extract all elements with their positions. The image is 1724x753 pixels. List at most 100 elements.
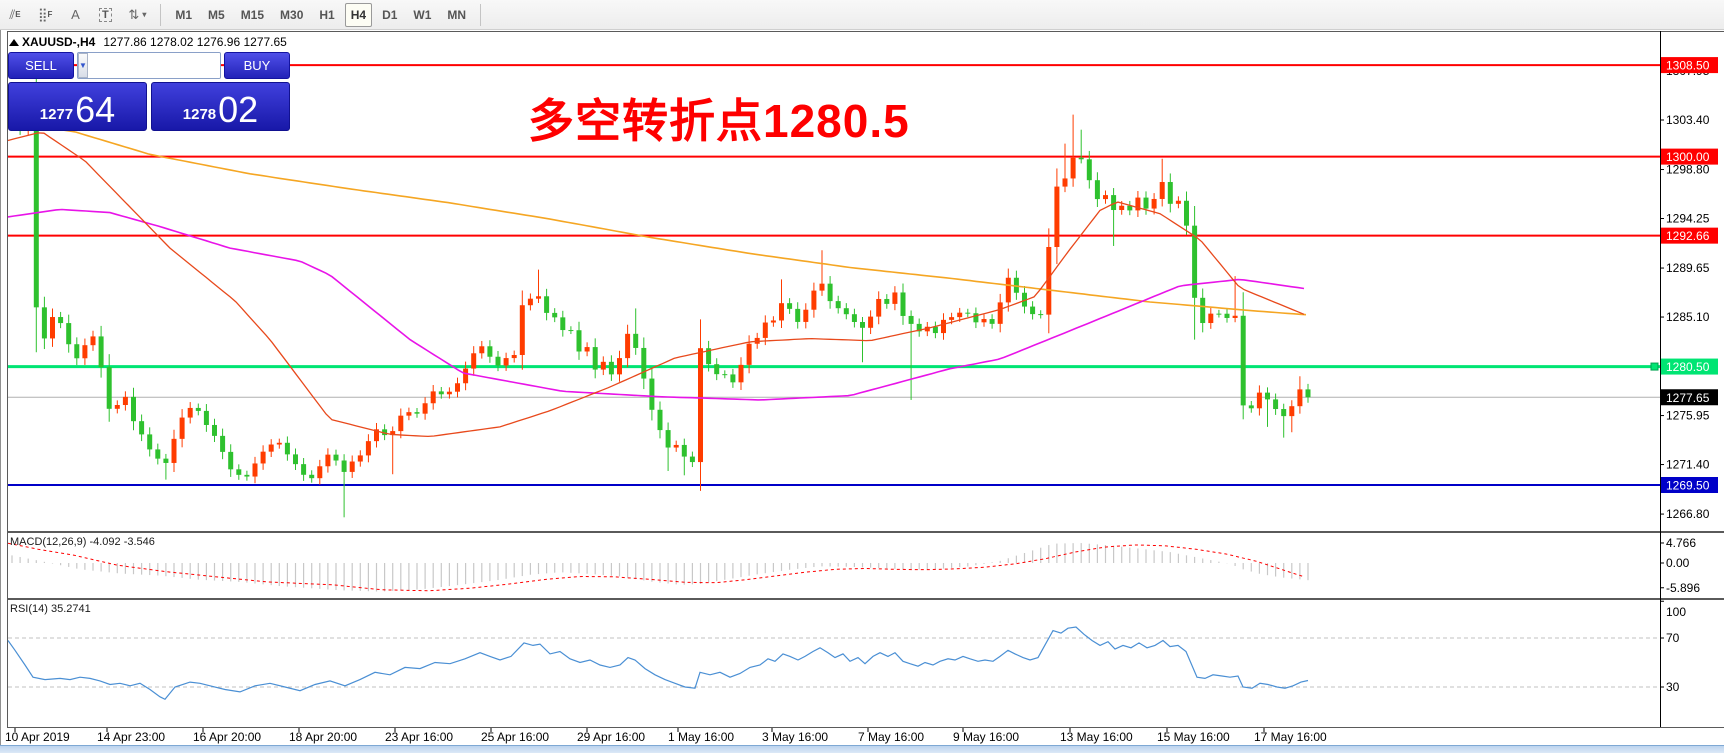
price-tick-label: 1271.40 [1666,458,1710,472]
candle-body [843,308,849,315]
time-axis-label: 1 May 16:00 [668,730,734,744]
candle-body [989,319,995,324]
candle-body [941,319,946,334]
candle-body [1184,200,1189,226]
candle-body [1273,399,1279,410]
candle-body [957,312,963,318]
candle-body [66,323,72,345]
candle-body [714,364,720,375]
candle-body [365,441,371,456]
candle-body [1305,389,1311,398]
candle-body [1216,313,1222,315]
equidistant-channel-tool-button[interactable]: ⫽ E [2,3,28,27]
sell-price-small: 1277 [39,106,74,123]
candle-body [770,320,776,323]
current-price-badge: 1277.65 [1666,391,1710,405]
candle-body [1022,292,1027,307]
timeframe-button-h1[interactable]: H1 [319,7,335,22]
hline-handle[interactable] [1650,362,1659,371]
candle-body [576,330,582,352]
candle-body [171,438,177,463]
candle-body [1127,205,1133,211]
volume-input[interactable] [87,53,220,78]
candle-body [730,374,736,383]
candle-body [74,344,80,359]
buy-button[interactable]: BUY [224,52,290,79]
buy-price-big: 02 [218,88,259,130]
candle-body [349,461,355,472]
candle-body [195,407,201,411]
fibonacci-tool-button[interactable]: ⣿ F [32,3,58,27]
timeframe-button-w1[interactable]: W1 [413,7,432,22]
candle-body [325,454,331,467]
chart-background [0,30,1724,745]
time-axis-label: 25 Apr 16:00 [481,730,549,744]
candle-body [374,429,379,442]
symbol-title: XAUUSD-,H4 [22,35,96,49]
timeframe-button-h4[interactable]: H4 [344,2,373,27]
candle-body [617,358,622,375]
candle-body [33,120,39,308]
candle-body [1289,406,1295,417]
candle-body [965,312,971,314]
candle-body [892,292,898,304]
candle-body [600,361,606,370]
sell-button[interactable]: SELL [8,52,74,79]
candle-body [706,348,712,365]
level-badge-bg [1661,227,1718,244]
candle-body [301,464,307,475]
candle-body [1248,405,1254,409]
timeframe-button-mn[interactable]: MN [447,7,467,22]
candle-body [1135,197,1141,211]
candle-body [1175,200,1181,204]
candle-body [633,333,639,348]
macd-tick-label: -5.896 [1666,581,1700,595]
candle-body [997,302,1003,324]
text-box-tool-button[interactable]: T [92,3,118,27]
sell-price-display[interactable]: 1277 64 [8,82,147,131]
text-label-icon: A [71,7,80,22]
candle-body [1297,389,1303,407]
level-badge-bg [1661,477,1718,494]
candle-body [608,361,614,375]
candle-body [876,298,882,317]
timeframe-button-m1[interactable]: M1 [175,7,193,22]
macd-tick-label: 4.766 [1666,536,1696,550]
timeframe-button-m5[interactable]: M5 [208,7,225,22]
candle-body [738,364,744,383]
candle-body [398,415,404,432]
candle-body [309,474,315,479]
candle-body [722,374,728,376]
candle-body [1062,178,1068,187]
candle-body [333,454,339,461]
timeframe-button-m15[interactable]: M15 [240,7,265,22]
buy-price-small: 1278 [182,106,217,123]
text-label-tool-button[interactable]: A [62,3,88,27]
timeframe-button-d1[interactable]: D1 [382,7,398,22]
timeframe-button-m30[interactable]: M30 [280,7,304,22]
time-axis-label: 17 May 16:00 [1254,730,1327,744]
candle-body [860,321,865,328]
candle-body [220,435,226,452]
candle-body [268,444,274,452]
macd-tick-label: 0.00 [1666,556,1690,570]
candle-body [163,458,169,463]
one-click-trading-panel: SELL ▼ ▲ BUY 1277 64 1278 02 [8,52,290,132]
rsi-tick-label: 70 [1666,631,1680,645]
candle-body [487,346,493,357]
volume-decrease-button[interactable]: ▼ [78,53,88,78]
candle-body [511,355,517,359]
candle-body [139,421,145,435]
ma-slow-orange [39,125,1307,316]
candle-body [122,396,128,406]
collapse-triangle-icon[interactable] [9,39,19,46]
time-axis-label: 18 Apr 20:00 [289,730,357,744]
candle-body [1030,306,1036,315]
arrows-tool-button[interactable]: ⇅ ▾ [122,3,152,27]
candle-body [827,283,833,302]
candle-body [236,469,242,475]
buy-price-display[interactable]: 1278 02 [151,82,290,131]
candle-body [803,309,809,322]
time-axis-label: 14 Apr 23:00 [97,730,165,744]
